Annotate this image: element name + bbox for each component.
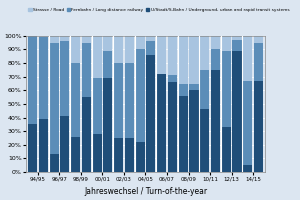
Bar bbox=[50, 43, 58, 154]
Bar bbox=[82, 97, 91, 172]
Bar bbox=[222, 51, 231, 127]
Bar bbox=[157, 36, 166, 74]
Bar bbox=[189, 84, 199, 90]
Bar bbox=[211, 49, 220, 70]
Bar bbox=[125, 138, 134, 172]
Bar bbox=[222, 36, 231, 51]
Bar bbox=[50, 36, 58, 43]
Bar bbox=[232, 40, 242, 51]
Bar bbox=[114, 138, 123, 172]
Bar bbox=[92, 134, 102, 172]
Bar bbox=[28, 36, 37, 124]
Bar bbox=[211, 36, 220, 49]
Legend: Strasse / Road, Fernbahn / Long distance railway, U/Stadt/S-Bahn / Underground, : Strasse / Road, Fernbahn / Long distance… bbox=[28, 8, 289, 12]
Bar bbox=[60, 36, 69, 41]
Bar bbox=[125, 36, 134, 63]
Bar bbox=[136, 142, 145, 172]
Bar bbox=[82, 43, 91, 97]
X-axis label: Jahreswechsel / Turn-of-the-year: Jahreswechsel / Turn-of-the-year bbox=[84, 187, 207, 196]
Bar bbox=[82, 36, 91, 43]
Bar bbox=[168, 75, 177, 82]
Bar bbox=[243, 36, 252, 81]
Bar bbox=[114, 36, 123, 63]
Bar bbox=[168, 36, 177, 75]
Bar bbox=[92, 78, 102, 134]
Bar bbox=[39, 119, 48, 172]
Bar bbox=[254, 36, 263, 43]
Bar bbox=[28, 124, 37, 172]
Bar bbox=[178, 36, 188, 84]
Bar bbox=[157, 74, 166, 172]
Bar bbox=[222, 127, 231, 172]
Bar bbox=[71, 36, 80, 63]
Bar bbox=[200, 36, 209, 70]
Bar bbox=[103, 36, 112, 51]
Bar bbox=[103, 51, 112, 78]
Bar bbox=[146, 36, 155, 41]
Bar bbox=[232, 36, 242, 40]
Bar bbox=[71, 63, 80, 137]
Bar bbox=[200, 109, 209, 172]
Bar bbox=[92, 36, 102, 78]
Bar bbox=[200, 70, 209, 109]
Bar bbox=[232, 51, 242, 172]
Bar bbox=[146, 41, 155, 55]
Bar bbox=[146, 55, 155, 172]
Bar bbox=[39, 36, 48, 37]
Bar bbox=[50, 154, 58, 172]
Bar bbox=[189, 90, 199, 172]
Bar bbox=[168, 82, 177, 172]
Bar bbox=[243, 165, 252, 172]
Bar bbox=[39, 37, 48, 119]
Bar bbox=[211, 70, 220, 172]
Bar bbox=[254, 43, 263, 81]
Bar bbox=[60, 41, 69, 116]
Bar bbox=[178, 96, 188, 172]
Bar bbox=[254, 81, 263, 172]
Bar bbox=[243, 81, 252, 165]
Bar bbox=[71, 137, 80, 172]
Bar bbox=[103, 78, 112, 172]
Bar bbox=[136, 36, 145, 49]
Bar bbox=[189, 36, 199, 84]
Bar bbox=[178, 84, 188, 96]
Bar bbox=[136, 49, 145, 142]
Bar bbox=[125, 63, 134, 138]
Bar bbox=[60, 116, 69, 172]
Bar bbox=[114, 63, 123, 138]
